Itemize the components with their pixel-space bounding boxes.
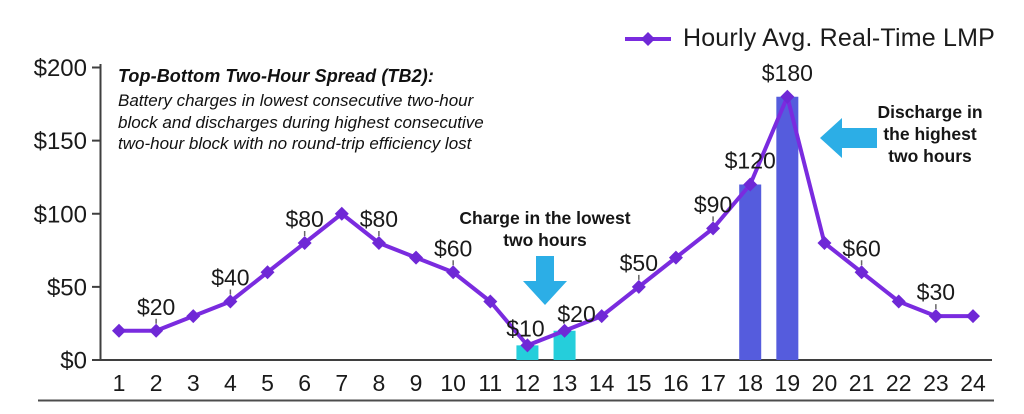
point-label: $60 <box>434 235 472 261</box>
x-tick-label: 3 <box>187 370 200 396</box>
data-point-marker <box>854 265 869 280</box>
x-tick-label: 8 <box>373 370 386 396</box>
data-point-marker <box>520 338 535 353</box>
point-label: $20 <box>137 294 175 320</box>
x-tick-label: 22 <box>886 370 912 396</box>
data-point-marker <box>186 309 201 324</box>
discharge-callout-line: two hours <box>888 146 972 166</box>
data-point-marker <box>483 294 498 309</box>
data-point-marker <box>631 279 646 294</box>
x-tick-label: 20 <box>812 370 838 396</box>
discharge-arrow-icon <box>820 118 877 158</box>
data-point-marker <box>371 236 386 250</box>
data-point-marker <box>260 265 275 280</box>
x-tick-label: 9 <box>410 370 423 396</box>
point-label: $10 <box>506 315 544 341</box>
data-point-marker <box>668 250 683 265</box>
data-point-marker <box>557 323 572 338</box>
x-tick-label: 13 <box>552 370 578 396</box>
price-line <box>117 94 975 348</box>
data-point-marker <box>297 236 312 250</box>
data-point-marker <box>409 250 424 265</box>
x-tick-label: 16 <box>663 370 689 396</box>
x-tick-label: 19 <box>775 370 801 396</box>
x-tick-label: 15 <box>626 370 652 396</box>
point-label: $90 <box>694 191 732 217</box>
y-tick-label: $50 <box>47 274 87 301</box>
point-label: $20 <box>557 301 595 327</box>
x-tick-label: 12 <box>515 370 541 396</box>
discharge-bar <box>739 184 762 360</box>
data-point-marker <box>891 294 906 309</box>
point-label: $50 <box>620 250 658 276</box>
charge-arrow-icon <box>523 256 567 305</box>
legend-line-diamond-icon <box>624 31 671 46</box>
y-tick-label: $200 <box>34 55 87 82</box>
x-tick-label: 2 <box>150 370 163 396</box>
data-point-marker <box>743 177 758 192</box>
tb2-annotation: Top-Bottom Two-Hour Spread (TB2): Batter… <box>118 66 558 155</box>
discharge-callout-line: the highest <box>883 124 977 144</box>
data-point-marker <box>149 323 164 338</box>
data-point-marker <box>928 309 943 324</box>
charge-bar <box>553 330 576 360</box>
data-point-marker <box>112 323 126 338</box>
x-tick-label: 17 <box>700 370 726 396</box>
tb2-annotation-line: two-hour block with no round-trip effici… <box>118 134 472 153</box>
data-point-marker <box>780 89 795 104</box>
data-point-marker <box>334 206 349 221</box>
point-label: $30 <box>917 279 955 305</box>
x-tick-label: 5 <box>261 370 274 396</box>
x-tick-label: 23 <box>923 370 949 396</box>
y-tick-label: $0 <box>60 348 87 375</box>
point-label: $180 <box>762 60 813 86</box>
point-label: $80 <box>360 206 398 232</box>
point-label: $40 <box>211 265 249 291</box>
data-point-marker <box>594 309 609 324</box>
x-tick-label: 4 <box>224 370 237 396</box>
legend-label: Hourly Avg. Real-Time LMP <box>682 24 995 52</box>
x-tick-label: 21 <box>849 370 875 396</box>
data-point-marker <box>446 265 461 280</box>
charge-callout-line: two hours <box>503 230 587 250</box>
charge-callout: Charge in the lowest two hours <box>425 207 665 251</box>
data-point-marker <box>965 309 980 324</box>
charge-callout-line: Charge in the lowest <box>459 208 631 228</box>
tb2-annotation-line: block and discharges during highest cons… <box>118 112 484 132</box>
discharge-callout: Discharge in the highest two hours <box>840 101 1020 167</box>
point-label: $120 <box>725 148 776 174</box>
discharge-bar <box>776 96 799 360</box>
point-label: $80 <box>285 206 323 232</box>
x-tick-label: 14 <box>589 370 615 396</box>
data-point-marker <box>817 236 832 250</box>
y-tick-label: $100 <box>34 201 87 228</box>
tb2-annotation-line: Battery charges in lowest consecutive tw… <box>118 91 474 110</box>
y-tick-label: $150 <box>34 128 87 155</box>
discharge-callout-line: Discharge in <box>877 102 983 122</box>
x-tick-label: 1 <box>113 370 126 396</box>
x-tick-label: 18 <box>737 370 763 396</box>
data-point-marker <box>706 221 721 236</box>
charge-bar <box>516 345 539 360</box>
x-tick-label: 6 <box>298 370 311 396</box>
data-point-marker <box>223 294 238 309</box>
point-label: $60 <box>842 235 880 261</box>
legend: Hourly Avg. Real-Time LMP <box>624 24 995 53</box>
tb2-annotation-title: Top-Bottom Two-Hour Spread (TB2): <box>118 66 434 86</box>
x-tick-label: 7 <box>335 370 348 396</box>
x-tick-label: 11 <box>478 370 502 396</box>
x-tick-label: 24 <box>960 370 986 396</box>
x-tick-label: 10 <box>440 370 466 396</box>
